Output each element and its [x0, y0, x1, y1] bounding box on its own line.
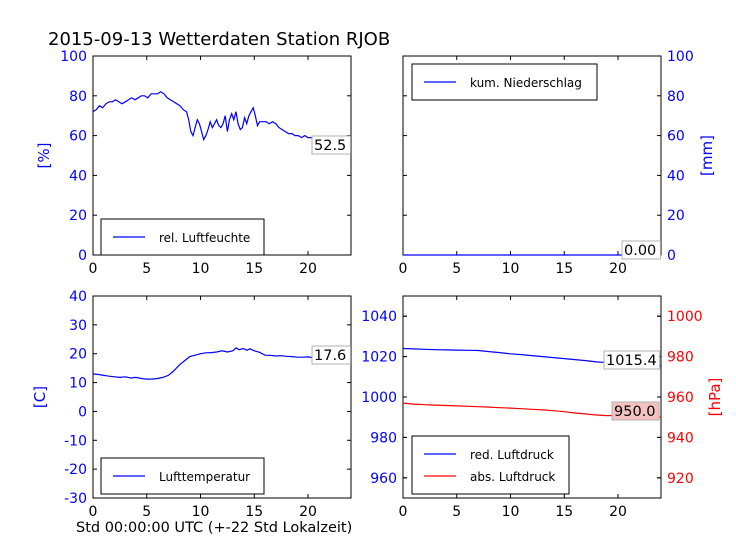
temperature-ytick-label: 20 [69, 347, 87, 363]
pressure-right-ytick-label: 980 [667, 350, 694, 366]
precip-ytick-label: 0 [667, 248, 676, 264]
pressure-xtick-label: 0 [399, 504, 408, 520]
precip-xtick-label: 5 [452, 261, 461, 277]
pressure-legend-entry: red. Luftdruck [470, 448, 554, 462]
humidity-ylabel: [%] [35, 143, 53, 169]
humidity-last-value-box [311, 135, 351, 155]
temperature-ytick-label: 30 [69, 318, 87, 334]
humidity-ytick-label: 40 [69, 168, 87, 184]
pressure-left-ytick-label: 960 [370, 471, 397, 487]
pressure-left-ytick-label: 1020 [361, 350, 397, 366]
precip-ytick-label: 20 [667, 208, 685, 224]
humidity-xtick-label: 10 [192, 261, 210, 277]
temperature-ytick-label: -30 [64, 491, 87, 507]
humidity-legend-entry: rel. Luftfeuchte [159, 231, 250, 245]
pressure-legend-entry: abs. Luftdruck [470, 470, 555, 484]
temperature-legend-entry: Lufttemperatur [159, 470, 250, 484]
temperature-xtick-label: 15 [245, 504, 263, 520]
pressure-xtick-label: 5 [452, 504, 461, 520]
humidity-xtick-label: 15 [245, 261, 263, 277]
pressure-right-ytick-label: 940 [667, 430, 694, 446]
precip-xtick-label: 0 [399, 261, 408, 277]
humidity-ytick-label: 80 [69, 89, 87, 105]
temperature-last-value-box [311, 345, 351, 365]
humidity-legend-box [100, 218, 265, 256]
precip-last-value: 0.00 [624, 243, 656, 259]
pressure-left-ytick-label: 1040 [361, 309, 397, 325]
humidity-line [92, 91, 352, 152]
red-pressure-last-value-box [603, 350, 661, 370]
precip-ytick-label: 80 [667, 89, 685, 105]
precip-ytick-label: 100 [667, 49, 694, 65]
humidity-ytick-label: 0 [78, 248, 87, 264]
x-axis-label: Std 00:00:00 UTC (+-22 Std Lokalzeit) [76, 520, 352, 536]
pressure-xtick-label: 15 [555, 504, 573, 520]
precip-xtick-label: 10 [502, 261, 520, 277]
precip-xtick-label: 20 [609, 261, 627, 277]
pressure-xtick-label: 20 [609, 504, 627, 520]
precip-last-value-box [621, 240, 661, 260]
precip-xtick-label: 15 [555, 261, 573, 277]
pressure-right-ytick-label: 960 [667, 390, 694, 406]
temperature-ytick-label: 10 [69, 376, 87, 392]
temperature-xtick-label: 0 [89, 504, 98, 520]
pressure-left-ytick-label: 980 [370, 430, 397, 446]
precip-ylabel: [mm] [698, 135, 716, 176]
temperature-ytick-label: 0 [78, 404, 87, 420]
temperature-ylabel: [C] [31, 386, 49, 408]
pressure-left-ytick-label: 1000 [361, 390, 397, 406]
precip-ytick-label: 40 [667, 168, 685, 184]
temperature-panel-frame [92, 295, 352, 499]
precip-ytick-label: 60 [667, 129, 685, 145]
pressure-ylabel: [hPa] [706, 378, 724, 417]
temperature-last-value: 17.6 [314, 348, 346, 364]
pressure-xtick-label: 10 [502, 504, 520, 520]
temperature-ytick-label: -10 [64, 433, 87, 449]
temperature-xtick-label: 5 [142, 504, 151, 520]
temperature-ytick-label: -20 [64, 462, 87, 478]
precip-legend-entry: kum. Niederschlag [470, 76, 582, 90]
temperature-xtick-label: 20 [299, 504, 317, 520]
temperature-xtick-label: 10 [192, 504, 210, 520]
pressure-right-ytick-label: 1000 [667, 309, 703, 325]
red-pressure-last-value: 1015.4 [606, 353, 657, 369]
humidity-xtick-label: 20 [299, 261, 317, 277]
temperature-line [92, 347, 352, 380]
temperature-ytick-label: 40 [69, 289, 87, 305]
humidity-last-value: 52.5 [314, 138, 346, 154]
pressure-legend-box [411, 435, 570, 495]
humidity-ytick-label: 20 [69, 208, 87, 224]
humidity-xtick-label: 0 [89, 261, 98, 277]
humidity-xtick-label: 5 [142, 261, 151, 277]
figure-title: 2015-09-13 Wetterdaten Station RJOB [48, 29, 390, 50]
humidity-ytick-label: 100 [60, 49, 87, 65]
abs-pressure-last-value: 950.0 [614, 404, 656, 420]
abs-pressure-last-value-box [611, 401, 660, 421]
pressure-right-ytick-label: 920 [667, 471, 694, 487]
humidity-ytick-label: 60 [69, 129, 87, 145]
